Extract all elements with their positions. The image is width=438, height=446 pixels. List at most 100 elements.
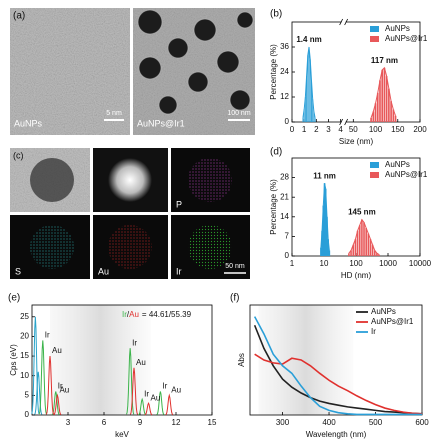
x-tick-label: 1 — [290, 259, 295, 268]
bar — [321, 230, 323, 256]
legend-swatch — [370, 26, 379, 32]
annotation: 1.4 nm — [296, 35, 321, 44]
panel-label: (a) — [13, 11, 25, 22]
peak — [138, 397, 147, 416]
bar — [303, 109, 305, 122]
axis-break — [341, 119, 346, 125]
x-tick-label: 200 — [413, 125, 427, 134]
peak — [31, 316, 40, 415]
bar — [306, 76, 308, 122]
bar — [326, 216, 328, 256]
peak-label: Au — [151, 393, 161, 402]
bar — [371, 244, 374, 256]
y-tick-label: 0 — [285, 117, 290, 126]
legend-label: AuNPs — [385, 24, 410, 33]
bar — [383, 67, 386, 122]
peak-label: Au — [59, 385, 69, 394]
x-tick-label: 0 — [290, 125, 295, 134]
annotation: 145 nm — [348, 208, 376, 217]
peak-label: Au — [136, 358, 146, 367]
peak — [45, 356, 55, 415]
fit-curve — [302, 46, 316, 118]
x-tick-label: 10000 — [409, 259, 432, 268]
legend-swatch — [370, 172, 379, 178]
legend-label: AuNPs — [385, 160, 410, 169]
bar — [388, 88, 390, 122]
x-tick-label: 400 — [322, 418, 336, 427]
element-maps: P S Au Ir 50 nm — [10, 148, 250, 279]
x-tick-label: 150 — [391, 125, 405, 134]
panel-label: (c) — [13, 150, 24, 160]
peak-label: Ir — [132, 338, 137, 347]
bar — [390, 101, 392, 122]
annotation: 11 nm — [313, 171, 336, 180]
bar — [352, 244, 355, 256]
bar — [378, 254, 380, 256]
bar — [372, 111, 375, 122]
peak — [165, 393, 174, 416]
bar — [322, 205, 325, 256]
panel-label: (e) — [8, 293, 20, 304]
bar — [309, 59, 311, 122]
peak — [34, 371, 43, 415]
peak-label: Ir — [58, 382, 63, 391]
peak — [38, 340, 47, 415]
ratio-label: Ir/Au = 44.61/55.39 — [122, 310, 192, 319]
fit-curve — [348, 218, 380, 256]
y-axis-label: Percentage (%) — [269, 44, 278, 100]
x-tick-label: 3 — [66, 418, 71, 427]
bar — [361, 219, 363, 256]
bar — [304, 97, 306, 122]
peak — [53, 393, 62, 416]
bar — [358, 225, 361, 256]
x-tick-label: 100 — [349, 259, 363, 268]
map-label: P — [176, 199, 182, 209]
bar — [373, 250, 376, 256]
x-tick-label: 50 — [349, 125, 358, 134]
x-tick-label: 3 — [326, 125, 331, 134]
bar — [320, 247, 322, 256]
map-label: Ir — [176, 266, 182, 276]
bar — [323, 183, 326, 256]
bar — [324, 188, 327, 256]
bar — [350, 250, 352, 256]
plot-frame — [249, 304, 423, 416]
shaded-region — [50, 305, 151, 415]
ratio-part: = 44.61/55.39 — [142, 310, 192, 319]
x-axis-label: Wavelength (nm) — [306, 430, 367, 439]
bar — [381, 69, 384, 122]
x-tick-label: 100 — [369, 125, 383, 134]
line — [253, 316, 422, 416]
peak-label: Ir — [144, 389, 149, 398]
bar — [376, 253, 378, 256]
micrograph-left: AuNPs 5 nm — [10, 8, 130, 135]
bar — [376, 92, 379, 122]
y-axis-label: Percentage (%) — [269, 179, 278, 235]
map-label: S — [15, 266, 21, 276]
micrograph-label: AuNPs — [14, 118, 43, 128]
bar — [370, 117, 372, 122]
bar — [313, 111, 315, 122]
bar — [354, 239, 357, 256]
bar — [369, 239, 372, 256]
scale-label: 5 nm — [106, 110, 122, 117]
x-tick-label: 600 — [415, 418, 429, 427]
legend-swatch — [370, 162, 379, 168]
y-tick-label: 25 — [20, 312, 29, 321]
y-tick-label: 36 — [280, 42, 289, 51]
bar — [394, 115, 397, 122]
peak-label: Ir — [45, 330, 50, 339]
legend-label: AuNPs — [371, 307, 396, 316]
line — [254, 353, 423, 415]
bar — [363, 222, 365, 256]
shaded-region — [258, 305, 354, 415]
ratio-part: Au — [129, 310, 139, 319]
bar — [392, 109, 395, 122]
legend-label: AuNPs@Ir1 — [371, 317, 414, 326]
x-tick-label: 4 — [338, 125, 343, 134]
x-tick-label: 10 — [320, 259, 329, 268]
y-tick-label: 14 — [280, 212, 289, 221]
bar — [314, 117, 316, 122]
peak-label: Ir — [162, 382, 167, 391]
bar — [308, 47, 310, 122]
